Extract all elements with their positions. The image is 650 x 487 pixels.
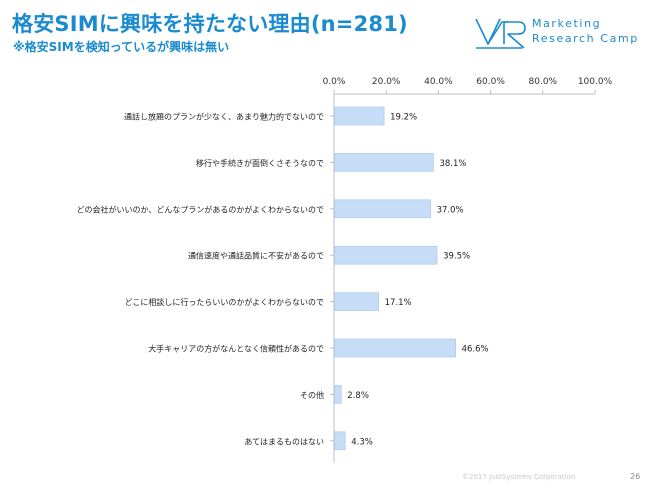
category-label: あてはまるものはない (244, 437, 324, 446)
bar (334, 292, 379, 311)
data-label: 37.0% (437, 205, 464, 215)
category-label: 大手キャリアの方がなんとなく信頼性があるので (148, 344, 324, 354)
bar (334, 153, 434, 172)
data-label: 19.2% (390, 113, 417, 123)
category-label: どの会社がいいのか、どんなプランがあるのかがよくわからないので (77, 204, 324, 214)
company-logo: Marketing Research Camp (474, 14, 650, 54)
bar (334, 385, 342, 404)
bar (334, 338, 456, 358)
page-number: 26 (630, 472, 641, 481)
x-tick-label: 60.0% (476, 77, 505, 87)
copyright-text: ©2017 JustSystems Corporation (462, 473, 576, 481)
bar (334, 199, 431, 219)
x-tick-label: 80.0% (529, 77, 558, 87)
page-title: 格安SIMに興味を持たない理由(n=281) (12, 12, 408, 36)
category-label: どこに相談しに行ったらいいのかがよくわからないので (125, 297, 324, 307)
data-label: 39.5% (443, 252, 470, 262)
category-label: 通信速度や通話品質に不安があるので (188, 251, 324, 261)
x-tick-label: 40.0% (424, 77, 453, 87)
x-tick-label: 0.0% (323, 77, 346, 87)
category-label: 移行や手続きが面倒くさそうなので (196, 158, 324, 168)
bar (334, 106, 385, 126)
data-label: 46.6% (462, 345, 489, 355)
logo-line-2: Research Camp (532, 32, 639, 45)
bar (334, 431, 346, 451)
logo-wordmark: Marketing Research Camp (532, 16, 639, 46)
data-label: 38.1% (439, 159, 466, 169)
x-tick-label: 100.0% (578, 77, 613, 87)
x-tick-label: 20.0% (372, 77, 401, 87)
category-label: その他 (300, 390, 324, 400)
logo-line-1: Marketing (532, 17, 602, 30)
data-label: 17.1% (385, 298, 412, 308)
data-label: 4.3% (351, 437, 373, 447)
bar (334, 245, 438, 265)
page-subtitle: ※格安SIMを検知っているが興味は無い (13, 40, 230, 54)
category-label: 通話し放題のプランが少なく、あまり魅力的でないので (124, 112, 324, 122)
data-label: 2.8% (347, 391, 369, 401)
mr-logo-icon (475, 18, 526, 49)
